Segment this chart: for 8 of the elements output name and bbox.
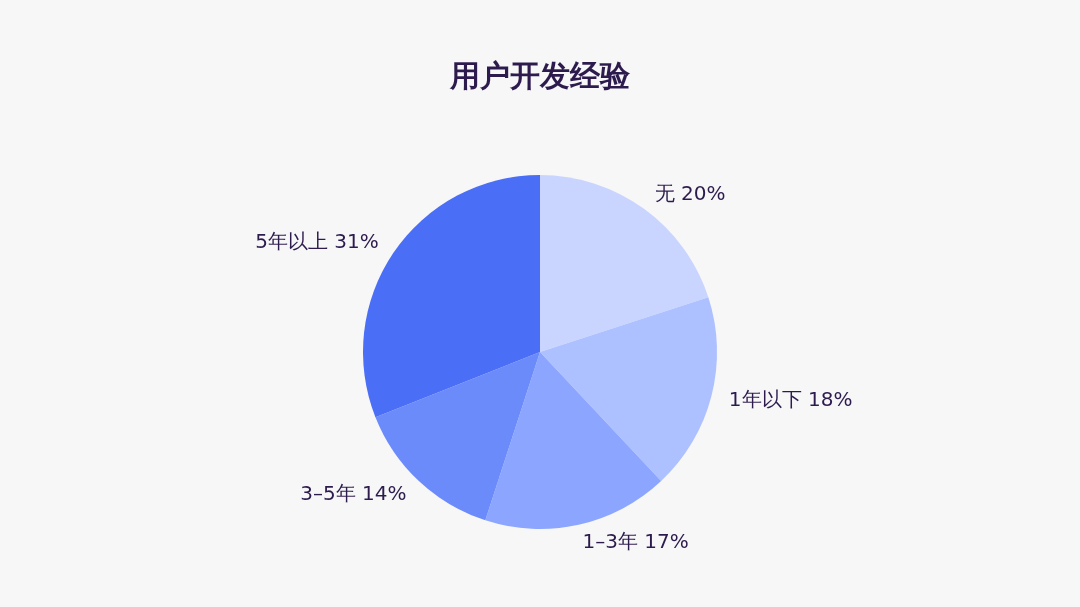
slice-label: 1年以下 18% xyxy=(728,387,853,412)
slice-label: 无 20% xyxy=(654,181,726,206)
slice-label: 3–5年 14% xyxy=(300,481,407,506)
pie-slice xyxy=(485,352,662,529)
slice-label: 5年以上 31% xyxy=(255,229,379,254)
chart-title: 用户开发经验 xyxy=(449,58,631,93)
slice-label: 1–3年 17% xyxy=(582,529,689,554)
pie-slice xyxy=(540,297,717,482)
